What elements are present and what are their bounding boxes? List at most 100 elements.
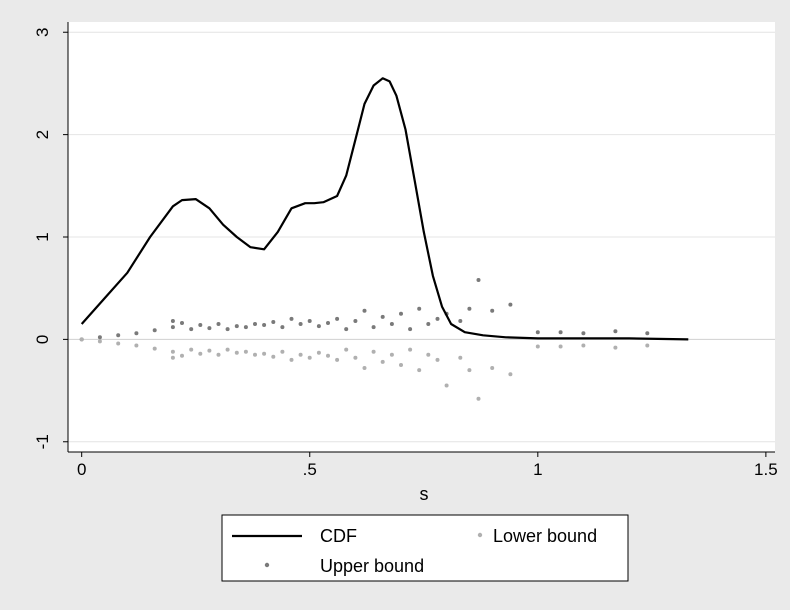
upper-bound-point xyxy=(207,326,212,331)
upper-bound-point xyxy=(170,325,175,330)
upper-bound-point xyxy=(371,325,376,330)
legend: CDF Lower bound Upper bound xyxy=(221,514,629,582)
upper-bound-point xyxy=(298,322,303,326)
upper-bound-point xyxy=(558,330,563,335)
lower-bound-point xyxy=(316,350,321,355)
lower-bound-point xyxy=(389,352,394,357)
lower-bound-point xyxy=(262,351,267,356)
y-tick-label: 1 xyxy=(33,232,52,241)
upper-bound-point xyxy=(225,327,230,332)
upper-bound-point xyxy=(645,331,650,336)
lower-bound-point xyxy=(490,366,495,370)
lower-bound-point xyxy=(326,353,330,358)
lower-bound-point xyxy=(426,352,431,357)
upper-bound-point xyxy=(435,316,440,321)
upper-bound-point xyxy=(508,302,513,307)
upper-bound-point xyxy=(234,324,239,329)
legend-label-cdf: CDF xyxy=(320,526,357,546)
lower-bound-point xyxy=(152,346,157,351)
upper-bound-point xyxy=(353,319,358,323)
lower-bound-point xyxy=(298,352,303,357)
lower-bound-point xyxy=(170,355,175,360)
upper-bound-point xyxy=(253,322,257,326)
lower-bound-point xyxy=(362,366,367,370)
lower-bound-point xyxy=(645,343,650,348)
lower-bound-point xyxy=(335,357,340,362)
lower-bound-point xyxy=(116,341,121,346)
lower-bound-point xyxy=(417,368,422,373)
upper-bound-point xyxy=(180,321,184,325)
lower-bound-point xyxy=(435,357,440,362)
y-tick-label: 0 xyxy=(33,335,52,344)
upper-bound-point xyxy=(243,325,248,330)
lower-bound-point xyxy=(508,372,513,377)
upper-bound-point xyxy=(344,327,349,332)
upper-bound-point xyxy=(458,319,463,323)
x-tick-label: 1.5 xyxy=(754,460,778,479)
lower-bound-point xyxy=(344,347,349,352)
axes xyxy=(63,22,775,457)
upper-bound-point xyxy=(408,327,413,332)
lower-bound-point xyxy=(225,347,230,352)
y-tick-label: 2 xyxy=(33,130,52,139)
upper-bound-point xyxy=(316,324,321,329)
upper-bound-point xyxy=(490,308,495,313)
upper-bound-point xyxy=(417,306,422,311)
upper-bound-point xyxy=(216,322,221,326)
upper-bound-point xyxy=(262,323,267,327)
upper-bound-point xyxy=(389,322,394,326)
y-tick-label: -1 xyxy=(33,434,52,449)
legend-label-upper-bound: Upper bound xyxy=(320,556,424,576)
lower-bound-point xyxy=(216,352,221,357)
tick-labels: -1 0 1 2 3 0 .5 1 1.5 xyxy=(33,28,778,479)
lower-bound-point xyxy=(97,339,102,344)
lower-bound-point xyxy=(399,363,403,367)
lower-bound-point xyxy=(476,396,481,401)
lower-bound-point xyxy=(535,344,540,349)
lower-bound-point xyxy=(558,344,563,349)
lower-bound-point xyxy=(243,349,248,354)
lower-bound-point xyxy=(180,353,184,358)
lower-bound-point xyxy=(207,348,212,353)
upper-bound-point xyxy=(581,331,586,336)
x-axis-title: s xyxy=(420,484,429,504)
lower-bound-point xyxy=(189,347,194,352)
upper-bound-point xyxy=(170,319,175,323)
lower-bound-point xyxy=(371,349,376,354)
upper-bound-point xyxy=(326,321,330,325)
upper-bound-point xyxy=(476,278,481,282)
upper-bound-point xyxy=(152,328,157,333)
lower-bound-point xyxy=(581,343,586,348)
lower-bound-point xyxy=(134,343,139,348)
upper-bound-point xyxy=(426,322,431,326)
upper-bound-point xyxy=(134,331,139,336)
upper-bound-point xyxy=(362,308,367,313)
upper-bound-point xyxy=(198,323,203,327)
lower-bound-point xyxy=(458,355,463,360)
lower-bound-point xyxy=(307,355,312,360)
y-tick-label: 3 xyxy=(33,28,52,37)
lower-bound-point xyxy=(380,359,385,364)
upper-bound-point xyxy=(289,316,294,321)
lower-bound-point xyxy=(198,351,203,356)
upper-bound-point xyxy=(189,327,194,332)
scatter-points xyxy=(79,278,650,401)
upper-bound-point xyxy=(97,335,102,340)
x-tick-label: 1 xyxy=(533,460,542,479)
lower-bound-point xyxy=(79,337,84,342)
lower-bound-point xyxy=(467,368,472,373)
upper-bound-point xyxy=(380,314,385,319)
lower-bound-point xyxy=(253,352,257,357)
lower-bound-point xyxy=(170,349,175,354)
lower-bound-point xyxy=(444,383,449,388)
cdf-line xyxy=(80,77,689,341)
lower-bound-point xyxy=(613,345,618,350)
upper-bound-point xyxy=(116,333,121,338)
upper-bound-point xyxy=(467,306,472,311)
lower-bound-point xyxy=(234,350,239,355)
lower-bound-point xyxy=(353,355,358,360)
upper-bound-point xyxy=(335,316,340,321)
upper-bound-point xyxy=(399,311,403,316)
